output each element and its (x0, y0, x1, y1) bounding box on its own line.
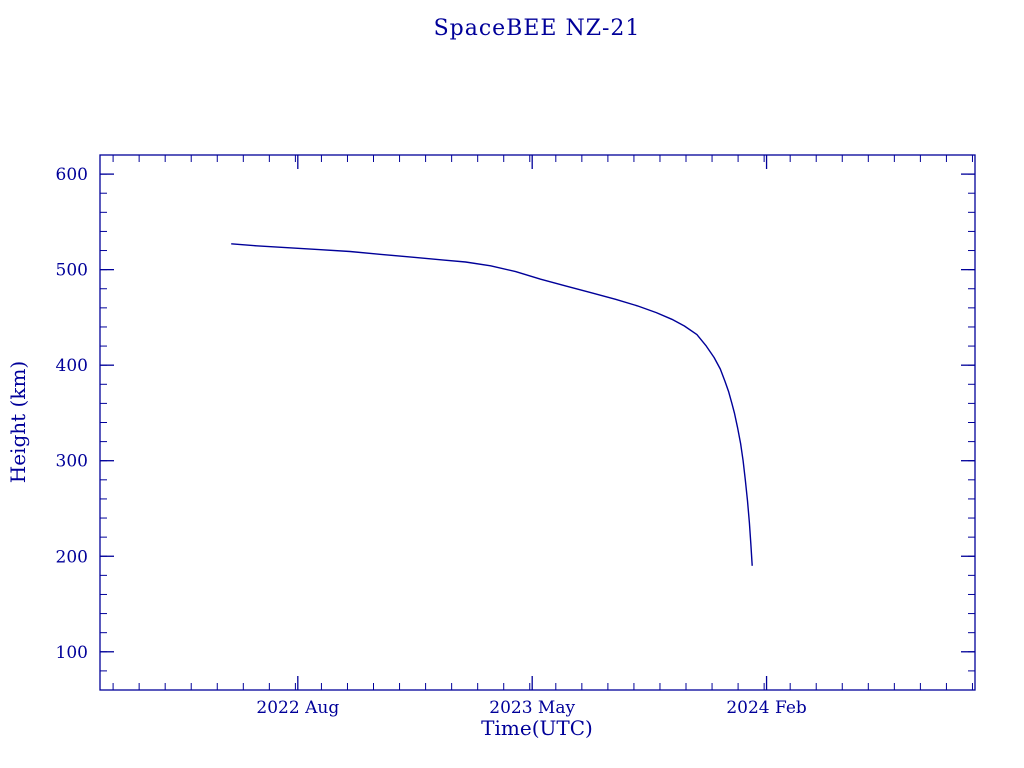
page-title: SpaceBEE NZ-21 (433, 16, 641, 41)
height-curve (231, 243, 753, 566)
y-tick-label: 300 (56, 452, 88, 472)
x-tick-label: 2024 Feb (726, 698, 807, 718)
y-tick-label: 600 (56, 165, 88, 185)
y-axis-title: Height (km) (6, 360, 30, 484)
x-tick-label: 2022 Aug (256, 698, 339, 718)
y-tick-label: 200 (56, 547, 88, 567)
x-tick-label: 2023 May (489, 698, 575, 718)
y-tick-label: 400 (56, 356, 88, 376)
x-axis-title: Time(UTC) (481, 716, 593, 740)
plot-frame (99, 154, 976, 691)
y-tick-label: 100 (56, 643, 88, 663)
y-tick-label: 500 (56, 261, 88, 281)
